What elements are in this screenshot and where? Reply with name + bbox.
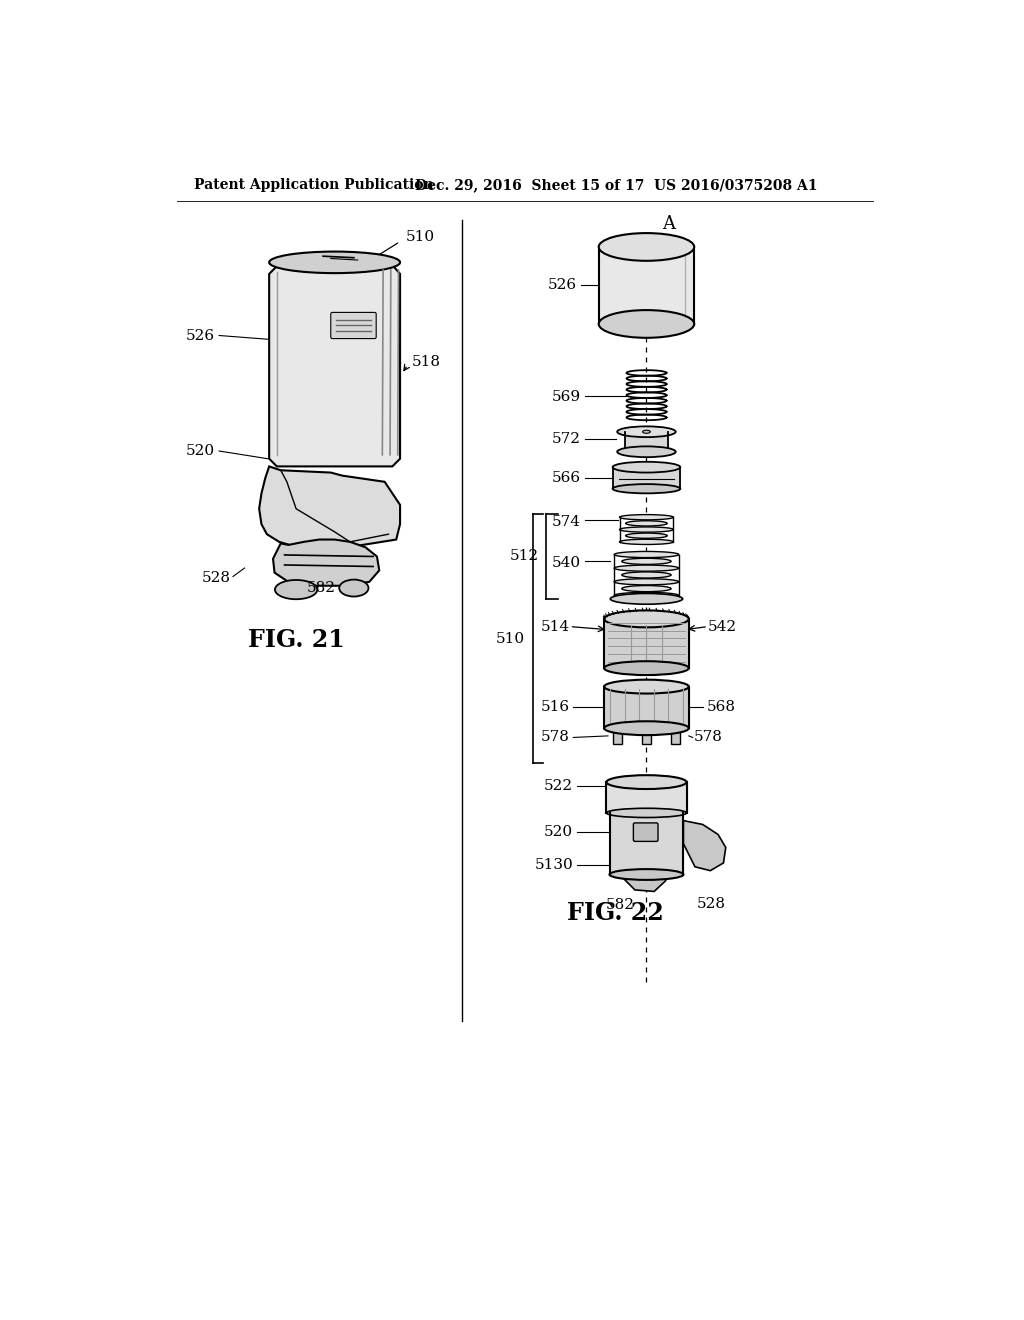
Text: 516: 516 (541, 701, 569, 714)
Text: 522: 522 (544, 779, 573, 793)
Ellipse shape (614, 565, 679, 572)
Ellipse shape (609, 869, 683, 880)
Text: 578: 578 (541, 730, 569, 744)
Polygon shape (604, 686, 689, 729)
Text: 582: 582 (307, 581, 336, 595)
Ellipse shape (339, 579, 369, 597)
Polygon shape (606, 781, 686, 813)
FancyBboxPatch shape (331, 313, 376, 339)
Ellipse shape (622, 586, 671, 591)
Text: 514: 514 (541, 619, 569, 634)
Polygon shape (642, 729, 651, 743)
Text: 540: 540 (552, 556, 581, 570)
Polygon shape (599, 247, 694, 323)
Text: 528: 528 (696, 896, 726, 911)
Ellipse shape (606, 775, 686, 789)
Ellipse shape (620, 515, 674, 520)
Ellipse shape (622, 558, 671, 565)
Polygon shape (625, 432, 668, 451)
Ellipse shape (606, 808, 686, 817)
Ellipse shape (626, 521, 668, 525)
Text: FIG. 22: FIG. 22 (567, 902, 664, 925)
Text: Patent Application Publication: Patent Application Publication (194, 178, 433, 193)
Ellipse shape (643, 430, 650, 433)
Text: 520: 520 (186, 444, 215, 458)
Ellipse shape (599, 234, 694, 261)
Text: FIG. 21: FIG. 21 (248, 627, 344, 652)
Polygon shape (612, 467, 680, 488)
Ellipse shape (622, 572, 671, 578)
Ellipse shape (604, 680, 689, 693)
Polygon shape (269, 263, 400, 466)
Text: 526: 526 (186, 329, 215, 342)
Ellipse shape (617, 446, 676, 457)
Text: 578: 578 (694, 730, 723, 744)
Polygon shape (609, 813, 683, 875)
Text: 542: 542 (708, 619, 737, 634)
Text: 528: 528 (202, 572, 230, 585)
Ellipse shape (620, 527, 674, 532)
Text: 520: 520 (544, 825, 573, 840)
Ellipse shape (604, 661, 689, 675)
Polygon shape (604, 619, 689, 668)
Ellipse shape (604, 721, 689, 735)
Text: 526: 526 (548, 279, 578, 293)
Text: 566: 566 (552, 471, 581, 484)
Ellipse shape (612, 462, 680, 473)
Ellipse shape (599, 310, 694, 338)
Ellipse shape (274, 579, 317, 599)
Ellipse shape (620, 540, 674, 544)
Text: 510: 510 (407, 230, 435, 244)
Ellipse shape (614, 578, 679, 585)
Text: 568: 568 (707, 701, 735, 714)
Ellipse shape (604, 610, 689, 627)
Text: 512: 512 (510, 549, 539, 564)
Ellipse shape (617, 426, 676, 437)
Ellipse shape (610, 594, 683, 605)
Text: 5130: 5130 (535, 858, 573, 873)
Polygon shape (671, 729, 680, 743)
Text: 569: 569 (552, 391, 581, 404)
Polygon shape (273, 540, 379, 586)
Text: 574: 574 (552, 515, 581, 529)
Text: 582: 582 (606, 899, 635, 912)
Polygon shape (624, 871, 666, 891)
Ellipse shape (626, 533, 668, 539)
Polygon shape (683, 821, 726, 871)
Ellipse shape (612, 484, 680, 494)
Text: 510: 510 (496, 632, 524, 645)
Polygon shape (612, 729, 622, 743)
Ellipse shape (614, 552, 679, 557)
Ellipse shape (614, 593, 679, 598)
Text: US 2016/0375208 A1: US 2016/0375208 A1 (654, 178, 817, 193)
Polygon shape (259, 466, 400, 548)
Ellipse shape (269, 252, 400, 273)
Text: A: A (662, 215, 675, 232)
Text: 572: 572 (552, 433, 581, 446)
Text: Dec. 29, 2016  Sheet 15 of 17: Dec. 29, 2016 Sheet 15 of 17 (416, 178, 645, 193)
FancyBboxPatch shape (634, 822, 658, 841)
Text: 518: 518 (412, 355, 440, 370)
